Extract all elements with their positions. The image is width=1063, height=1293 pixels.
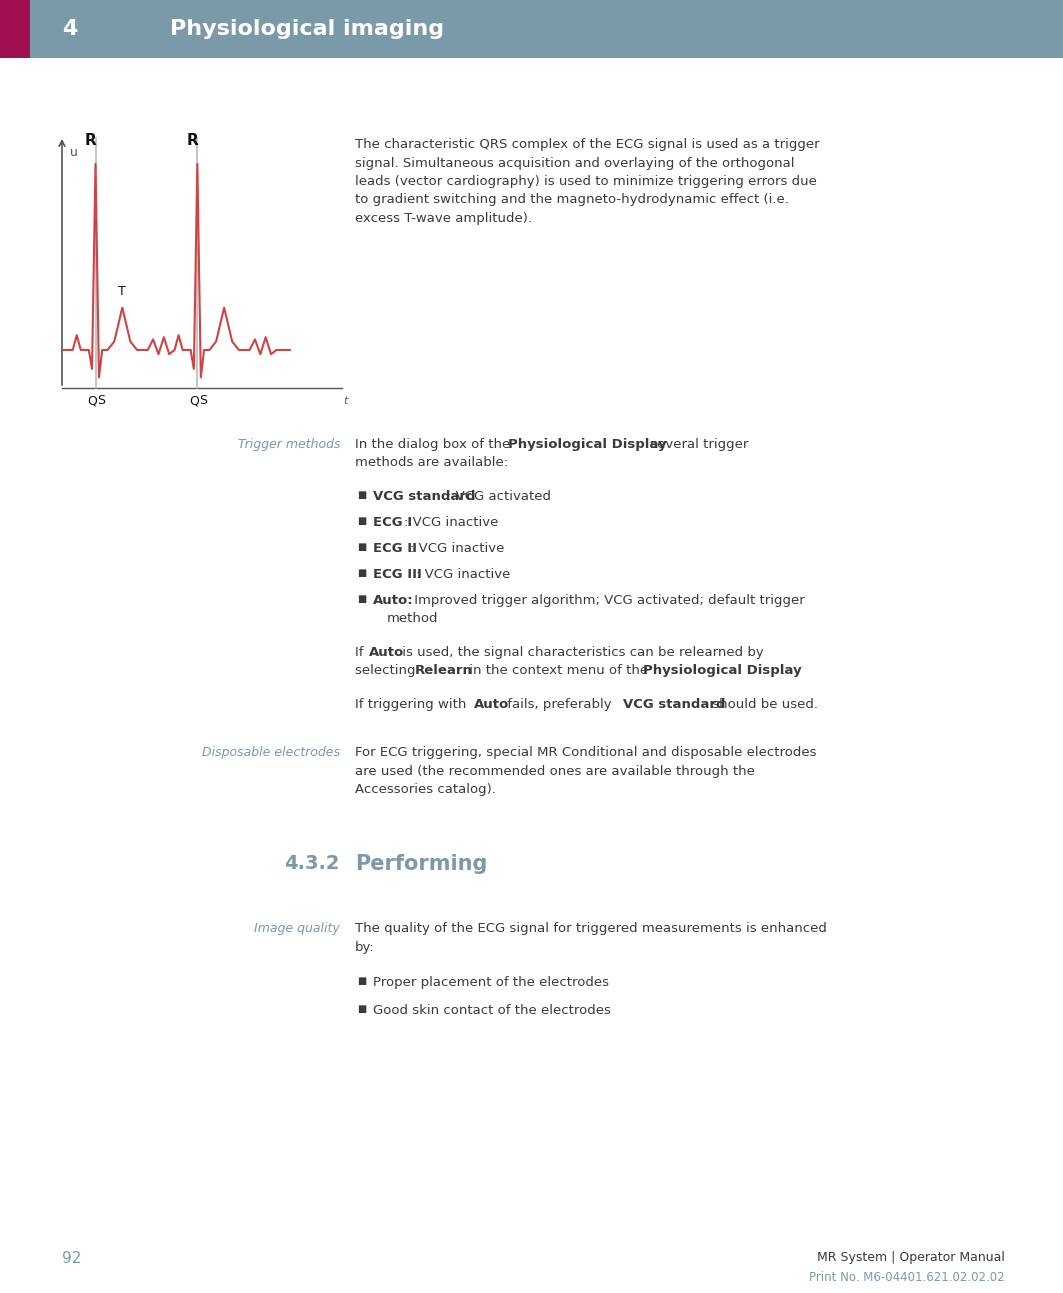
Text: t: t (342, 396, 348, 406)
Text: VCG standard: VCG standard (373, 490, 475, 503)
Text: should be used.: should be used. (708, 698, 819, 711)
Text: If triggering with: If triggering with (355, 698, 471, 711)
Text: S: S (199, 394, 207, 407)
Text: Physiological Display: Physiological Display (508, 438, 667, 451)
Text: several trigger: several trigger (646, 438, 748, 451)
Bar (0, 0, 1063, 58)
Text: The quality of the ECG signal for triggered measurements is enhanced
by:: The quality of the ECG signal for trigge… (355, 922, 827, 953)
Text: method: method (387, 612, 439, 625)
Text: is used, the signal characteristics can be relearned by: is used, the signal characteristics can … (398, 646, 763, 659)
Text: Relearn: Relearn (415, 665, 473, 678)
Text: Print No. M6-04401.621.02.02.02: Print No. M6-04401.621.02.02.02 (809, 1271, 1005, 1284)
Bar (0, 0, 30, 58)
Text: The characteristic QRS complex of the ECG signal is used as a trigger
signal. Si: The characteristic QRS complex of the EC… (355, 138, 820, 225)
Text: ■: ■ (357, 1003, 367, 1014)
Text: ECG I: ECG I (373, 516, 412, 529)
Text: Q: Q (87, 394, 97, 407)
Text: Good skin contact of the electrodes: Good skin contact of the electrodes (373, 1003, 611, 1018)
Text: .: . (781, 665, 786, 678)
Text: Improved trigger algorithm; VCG activated; default trigger: Improved trigger algorithm; VCG activate… (410, 593, 805, 606)
Text: Auto: Auto (369, 646, 404, 659)
Text: 4.3.2: 4.3.2 (285, 853, 340, 873)
Text: 92: 92 (62, 1252, 82, 1266)
Text: Physiological imaging: Physiological imaging (170, 19, 444, 39)
Text: Performing: Performing (355, 853, 487, 874)
Text: Proper placement of the electrodes: Proper placement of the electrodes (373, 976, 609, 989)
Text: ECG II: ECG II (373, 542, 417, 555)
Text: : VCG inactive: : VCG inactive (410, 542, 505, 555)
Text: ■: ■ (357, 976, 367, 987)
Text: methods are available:: methods are available: (355, 456, 508, 469)
Text: ■: ■ (357, 516, 367, 526)
Text: : VCG activated: : VCG activated (448, 490, 552, 503)
Text: Image quality: Image quality (254, 922, 340, 935)
Text: In the dialog box of the: In the dialog box of the (355, 438, 514, 451)
Text: u: u (70, 146, 78, 159)
Text: Auto:: Auto: (373, 593, 414, 606)
Text: R: R (186, 133, 198, 147)
Text: ■: ■ (357, 490, 367, 500)
Text: selecting: selecting (355, 665, 420, 678)
Text: Disposable electrodes: Disposable electrodes (202, 746, 340, 759)
Text: Trigger methods: Trigger methods (237, 438, 340, 451)
Text: Auto: Auto (474, 698, 509, 711)
Text: VCG standard: VCG standard (623, 698, 726, 711)
Text: If: If (355, 646, 368, 659)
Text: : VCG inactive: : VCG inactive (404, 516, 499, 529)
Text: S: S (97, 394, 105, 407)
Text: 4: 4 (62, 19, 78, 39)
Text: T: T (118, 284, 126, 297)
Text: Physiological Display: Physiological Display (643, 665, 802, 678)
Text: ■: ■ (357, 568, 367, 578)
Text: R: R (85, 133, 97, 147)
Text: MR System | Operator Manual: MR System | Operator Manual (817, 1252, 1005, 1265)
Text: ECG III: ECG III (373, 568, 422, 581)
Text: Q: Q (189, 394, 199, 407)
Text: : VCG inactive: : VCG inactive (417, 568, 511, 581)
Text: For ECG triggering, special MR Conditional and disposable electrodes
are used (t: For ECG triggering, special MR Condition… (355, 746, 816, 796)
Text: fails, preferably: fails, preferably (503, 698, 615, 711)
Text: ■: ■ (357, 542, 367, 552)
Text: in the context menu of the: in the context menu of the (465, 665, 653, 678)
Text: ■: ■ (357, 593, 367, 604)
